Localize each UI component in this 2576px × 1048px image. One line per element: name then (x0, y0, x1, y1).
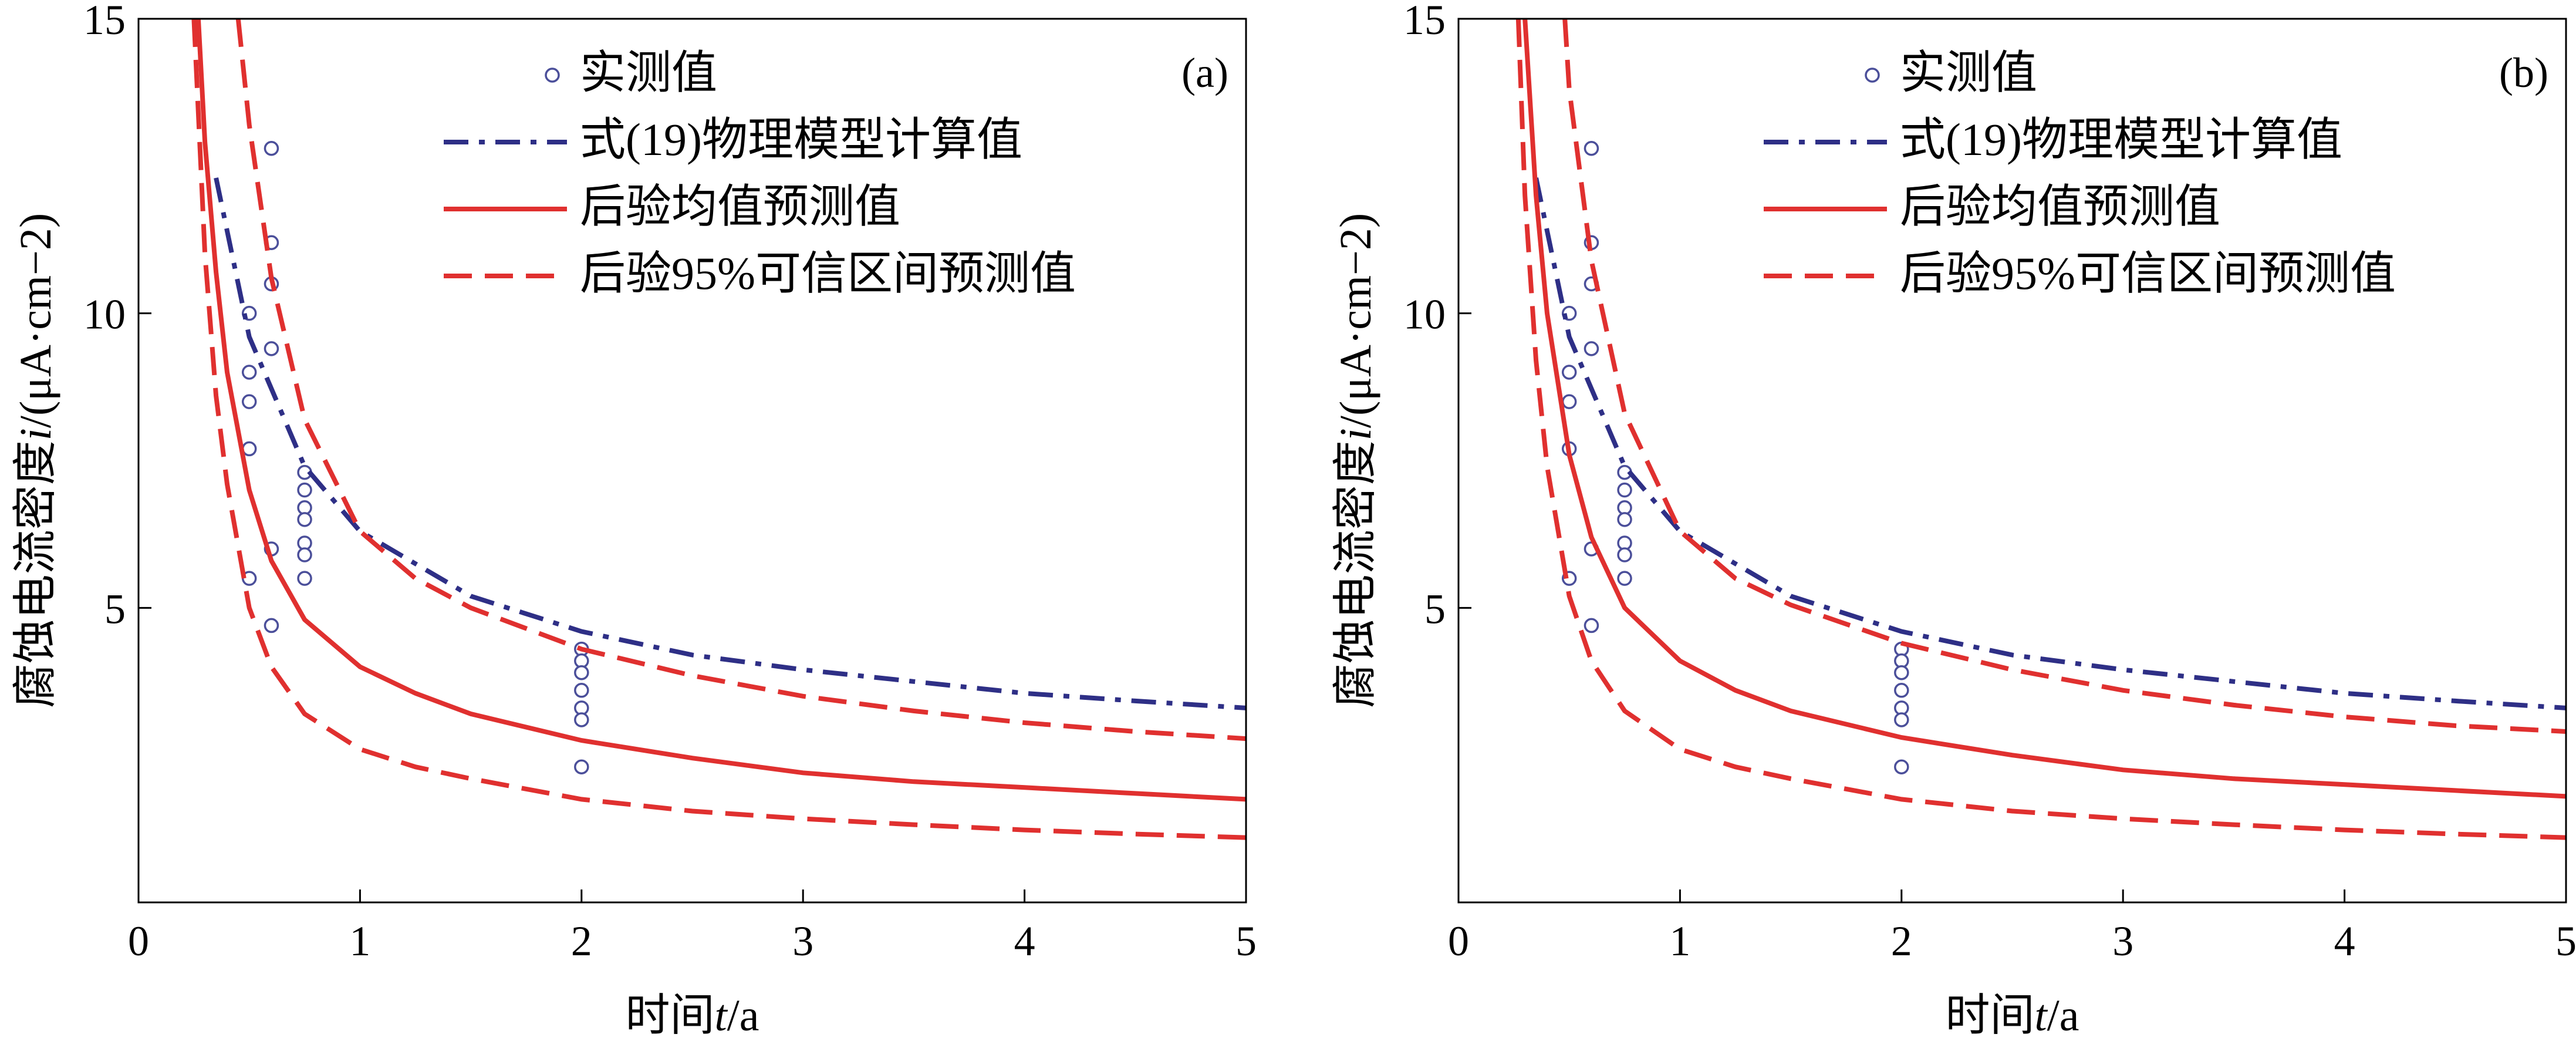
x-tick-label: 3 (2112, 918, 2133, 965)
x-tick-label: 4 (1014, 918, 1035, 965)
y-tick-label: 5 (1424, 585, 1446, 632)
mean-prediction-line (1522, 19, 2566, 799)
x-tick-label: 0 (128, 918, 149, 965)
measured-point (1894, 683, 1909, 698)
measured-point (1561, 365, 1577, 380)
x-tick-label: 0 (1448, 918, 1469, 965)
legend-label: 后验均值预测值 (1900, 181, 2220, 232)
measured-point (574, 712, 589, 727)
measured-point (297, 482, 312, 498)
y-tick-label: 10 (1403, 291, 1446, 338)
legend-label: 实测值 (1900, 47, 2037, 98)
measured-point (574, 683, 589, 698)
measured-point (1894, 665, 1909, 680)
measured-point (1617, 547, 1632, 562)
axes-frame (1457, 18, 2567, 904)
measured-point (574, 759, 589, 774)
ci-lower-line (191, 19, 1246, 840)
physical-model-line (214, 177, 1246, 710)
measured-point (574, 665, 589, 680)
measured-point (297, 547, 312, 562)
physical-model-line (1534, 177, 2566, 710)
ci-upper-line (235, 19, 1246, 742)
measured-point (297, 512, 312, 527)
panel-label: (b) (2499, 49, 2548, 96)
x-axis-title: 时间t/a (626, 991, 759, 1040)
ci-lower-line (1515, 19, 2566, 840)
chart-panel-b: 0 1 2 3 4 5 5 10 15 时间t/a 腐蚀电流密度i/(μA·cm−2) (b) 实测值式… (1331, 0, 2576, 1040)
measured-point (297, 571, 312, 586)
legend-marker-measured (1865, 68, 1880, 83)
measured-point (264, 341, 279, 356)
measured-point (1894, 759, 1909, 774)
y-axis-title: 腐蚀电流密度i/(μA·cm−2) (11, 213, 60, 709)
legend-marker-measured (545, 68, 560, 83)
x-tick-label: 4 (2334, 918, 2355, 965)
measured-point (241, 365, 257, 380)
legend-label: 实测值 (580, 47, 717, 98)
measured-point (241, 394, 257, 409)
x-tick-label: 2 (571, 918, 592, 965)
measured-point (1584, 618, 1599, 633)
measured-point (1617, 512, 1632, 527)
x-tick-label: 2 (1891, 918, 1912, 965)
chart-panel-a: 0 1 2 3 4 5 5 10 15 时间t/a 腐蚀电流密度i/(μA·cm−2) (a) 实测值式… (11, 0, 1257, 1040)
panel-label: (a) (1181, 49, 1228, 96)
x-tick-label: 5 (1235, 918, 1257, 965)
x-axis-title: 时间t/a (1946, 991, 2079, 1040)
plot-area (191, 19, 1246, 840)
y-tick-label: 15 (83, 0, 126, 43)
mean-prediction-line (195, 19, 1246, 802)
x-tick-label: 5 (2555, 918, 2576, 965)
measured-point (264, 618, 279, 633)
legend-label: 式(19)物理模型计算值 (1900, 114, 2342, 165)
plot-area (1515, 19, 2566, 840)
measured-point (264, 140, 279, 156)
measured-point (1617, 482, 1632, 498)
x-tick-label: 3 (792, 918, 813, 965)
measured-point (1894, 712, 1909, 727)
axes-frame (137, 18, 1247, 904)
ci-upper-line (1562, 19, 2566, 734)
measured-point (1561, 394, 1577, 409)
measured-point (1617, 571, 1632, 586)
legend-label: 后验95%可信区间预测值 (1900, 248, 2396, 299)
y-tick-label: 10 (83, 291, 126, 338)
y-axis-title: 腐蚀电流密度i/(μA·cm−2) (1331, 213, 1380, 709)
legend-label: 式(19)物理模型计算值 (580, 114, 1022, 165)
y-tick-label: 5 (104, 585, 126, 632)
x-tick-label: 1 (1669, 918, 1690, 965)
x-tick-label: 1 (349, 918, 370, 965)
measured-point (1584, 341, 1599, 356)
y-tick-label: 15 (1403, 0, 1446, 43)
measured-point (1584, 140, 1599, 156)
legend-label: 后验均值预测值 (580, 181, 900, 232)
legend-label: 后验95%可信区间预测值 (580, 248, 1076, 299)
